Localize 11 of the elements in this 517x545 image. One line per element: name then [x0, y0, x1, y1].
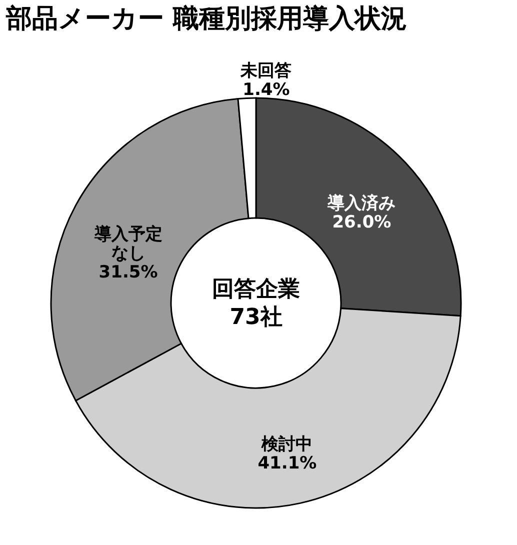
slice-label: 導入予定なし [93, 224, 162, 264]
text: 回答企業 [212, 277, 300, 302]
slice-label: 未回答 [240, 61, 292, 82]
data-label: 1.4% [242, 80, 290, 100]
slice-label: 検討中 [260, 434, 313, 455]
data-label: 26.0% [332, 212, 392, 233]
text: 73社 [230, 305, 282, 330]
data-label: 41.1% [258, 454, 317, 474]
chart-title: 部品メーカー 職種別採用導入状況 [5, 4, 408, 34]
slice-label: 導入済み [326, 194, 396, 214]
data-label: 31.5% [98, 262, 158, 282]
